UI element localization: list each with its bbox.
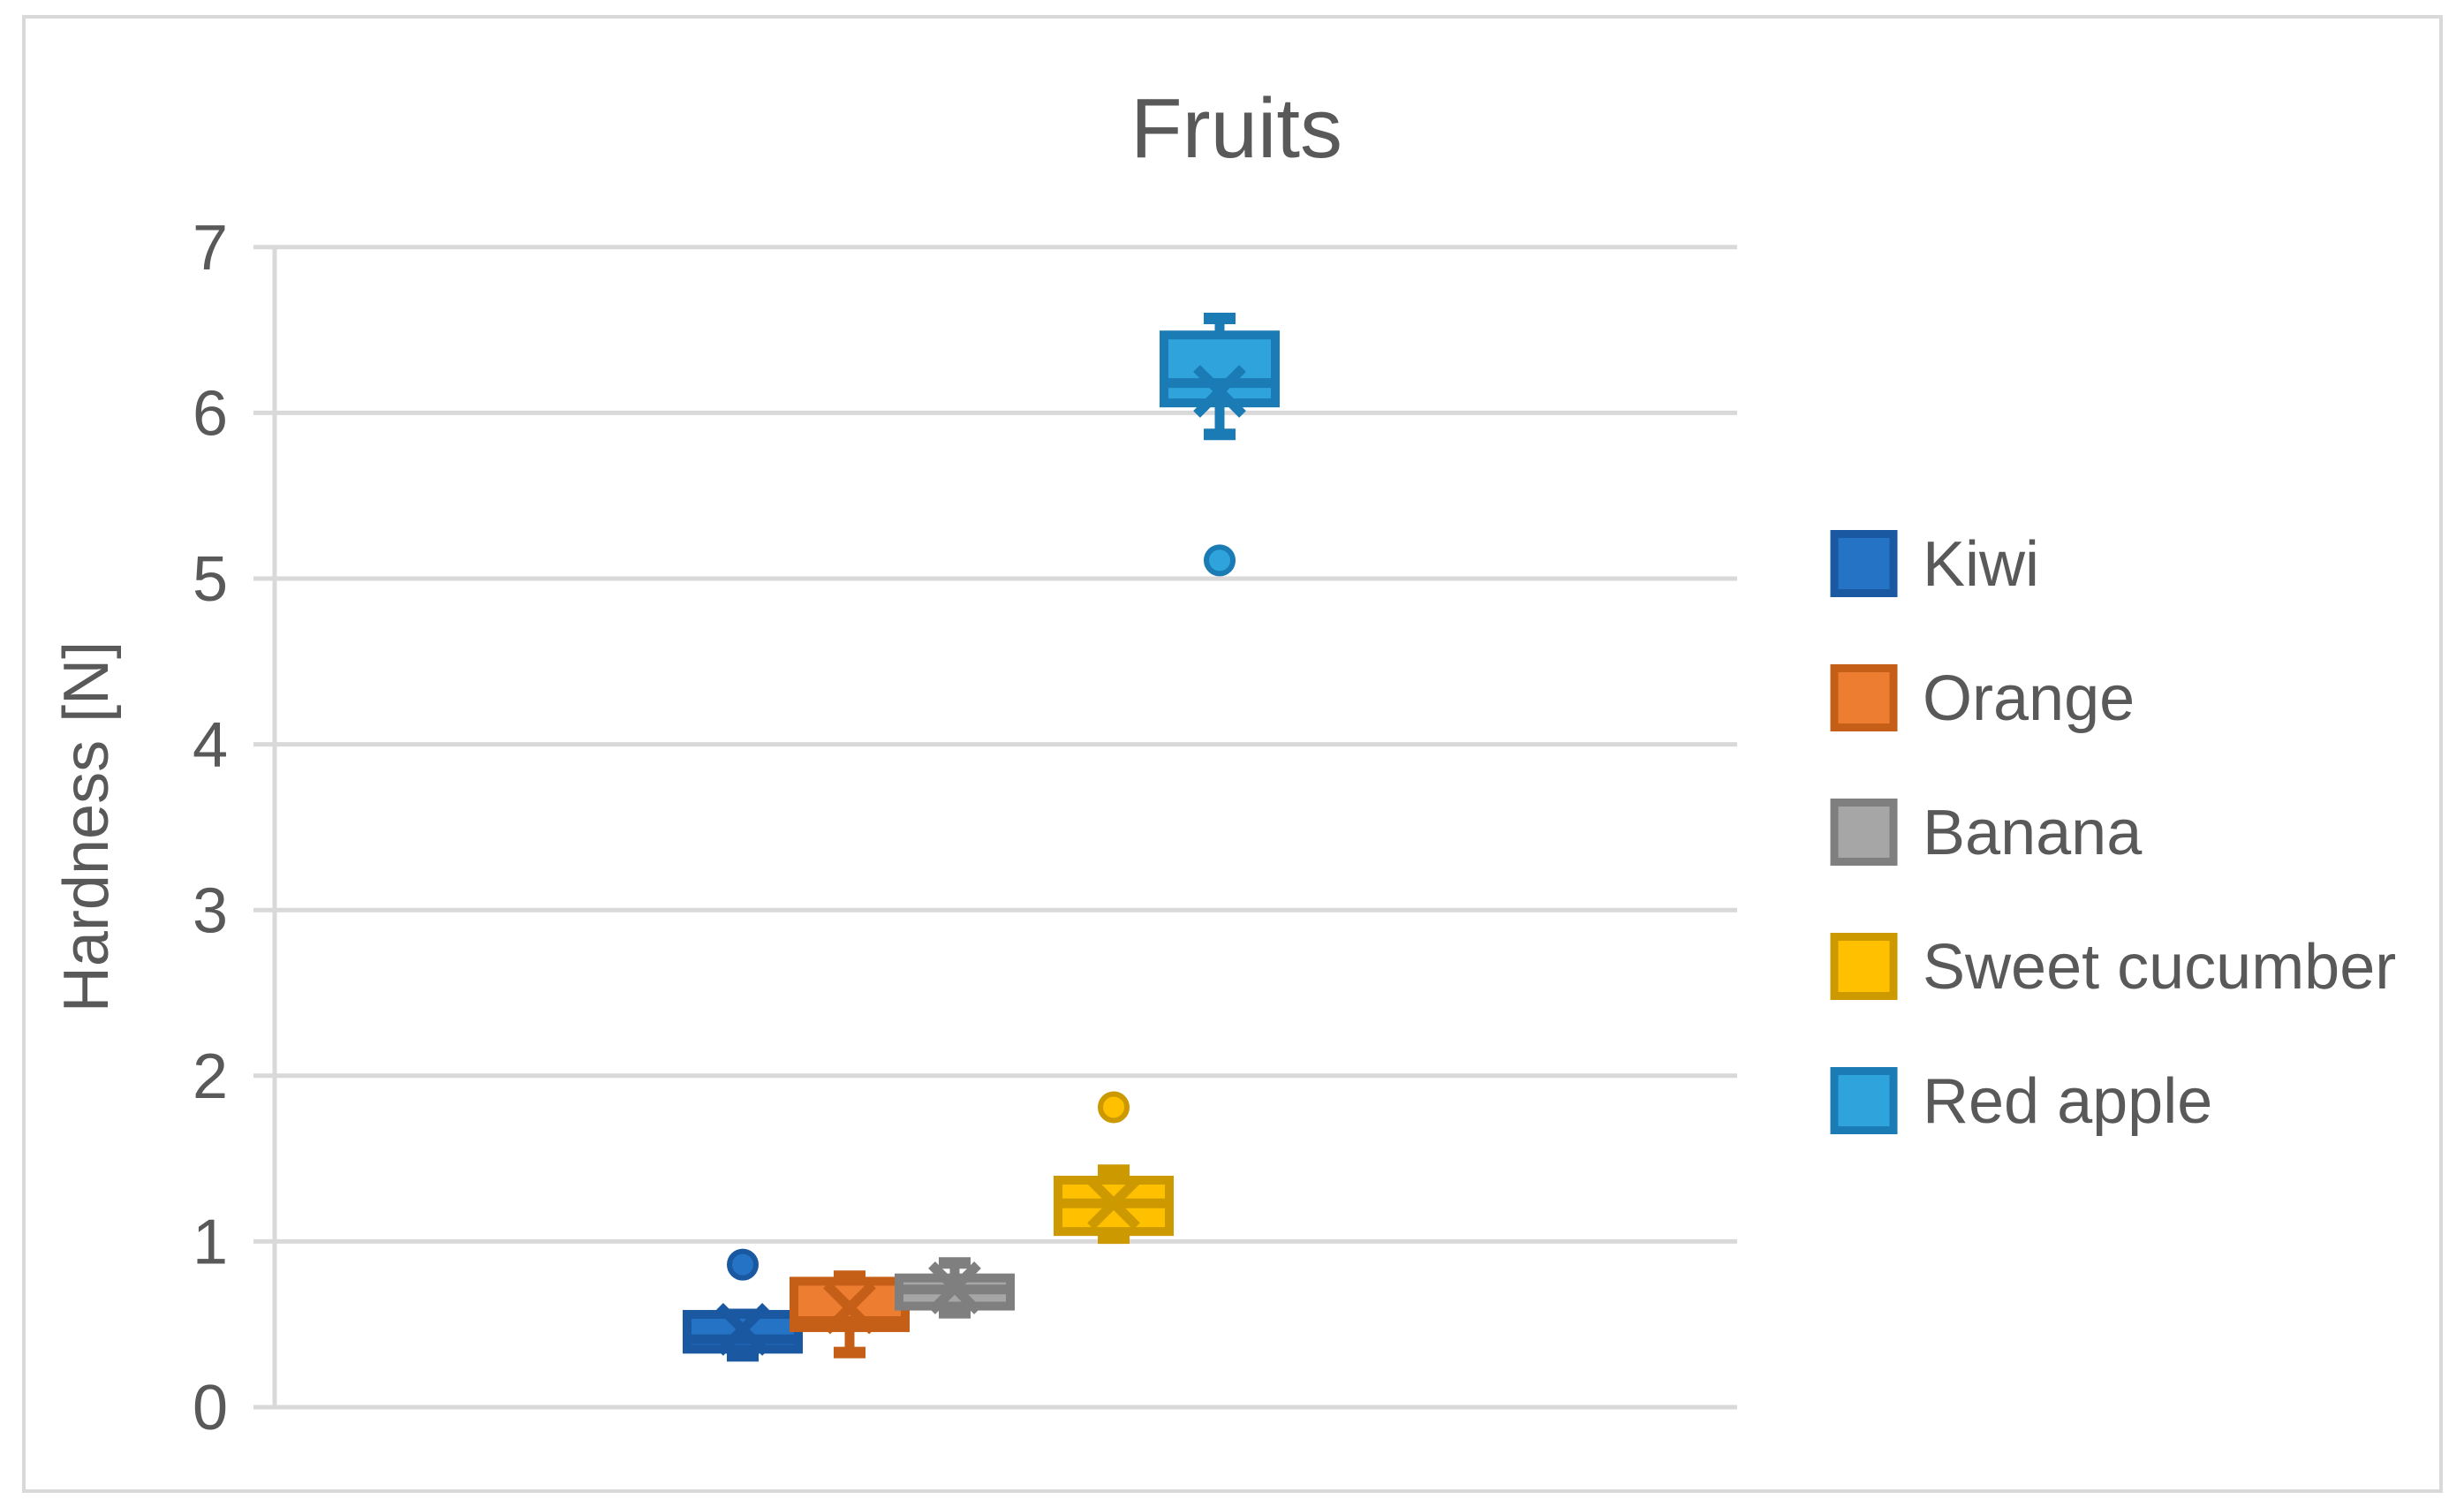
legend-swatch-orange (1830, 664, 1898, 731)
plot-area (683, 312, 1280, 1362)
chart-frame-border (22, 15, 2443, 1493)
legend-item-red-apple[interactable]: Red apple (1830, 1066, 2212, 1137)
y-tick-label: 5 (193, 544, 228, 615)
legend-item-kiwi[interactable]: Kiwi (1830, 529, 2039, 600)
legend-label-kiwi: Kiwi (1923, 529, 2039, 600)
outlier-point[interactable] (727, 1248, 759, 1281)
series-banana[interactable] (895, 1257, 1015, 1319)
legend-label-red-apple: Red apple (1923, 1066, 2212, 1137)
y-tick-label: 4 (193, 710, 228, 781)
legend: Kiwi Orange Banana Sweet cucumber Red apple (1830, 529, 2396, 1137)
y-axis-title[interactable]: Hardness [N] (51, 641, 122, 1012)
legend-label-orange: Orange (1923, 663, 2135, 734)
legend-item-orange[interactable]: Orange (1830, 663, 2135, 734)
y-tick-label: 7 (193, 213, 228, 284)
legend-item-banana[interactable]: Banana (1830, 798, 2143, 868)
mean-marker (823, 1281, 876, 1335)
mean-marker (1193, 365, 1246, 418)
chart-title[interactable]: Fruits (1130, 81, 1342, 176)
mean-marker (716, 1302, 769, 1356)
series-orange[interactable] (790, 1270, 910, 1359)
y-tick-label: 3 (193, 875, 228, 946)
mean-marker (1087, 1177, 1140, 1231)
legend-item-sweet-cucumber[interactable]: Sweet cucumber (1830, 932, 2396, 1003)
y-tick-label: 1 (193, 1208, 228, 1278)
legend-label-banana: Banana (1923, 798, 2143, 868)
series-red-apple[interactable] (1160, 312, 1280, 577)
outlier-point[interactable] (1098, 1091, 1130, 1124)
box[interactable] (1160, 330, 1280, 408)
y-tick-label: 0 (193, 1373, 228, 1443)
gridlines (275, 245, 1737, 1410)
series-sweet-cucumber[interactable] (1054, 1091, 1174, 1245)
y-tick-label: 2 (193, 1041, 228, 1112)
y-tick-label: 6 (193, 379, 228, 450)
legend-swatch-banana (1830, 799, 1898, 866)
outlier-point[interactable] (1204, 544, 1236, 577)
legend-swatch-red-apple (1830, 1067, 1898, 1134)
legend-swatch-sweet-cucumber (1830, 933, 1898, 1000)
y-axis: 0 1 2 3 4 5 6 7 (193, 213, 277, 1443)
legend-swatch-kiwi (1830, 530, 1898, 597)
legend-label-sweet-cucumber: Sweet cucumber (1923, 932, 2396, 1003)
mean-marker (928, 1261, 981, 1314)
